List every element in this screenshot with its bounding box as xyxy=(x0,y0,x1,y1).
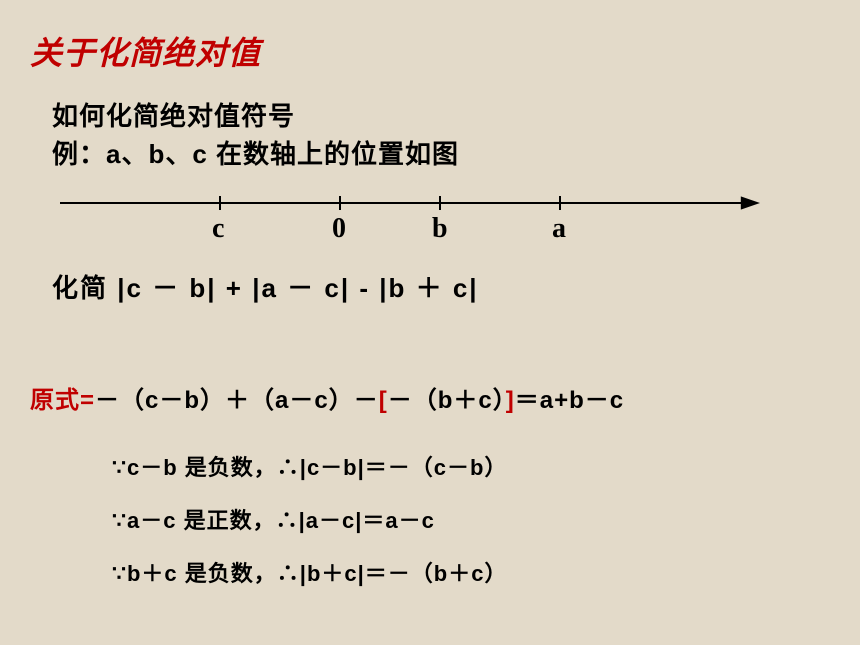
number-line: c 0 b a xyxy=(60,185,780,245)
expression: 化简 |c － b| + |a － c| - |b ＋ c| xyxy=(52,268,479,305)
subtitle-block: 如何化简绝对值符号 例：a、b、c 在数轴上的位置如图 xyxy=(52,98,459,173)
solution-equals: ＝ xyxy=(515,387,540,414)
solution-body-2: －（b＋c） xyxy=(388,387,506,414)
axis-label-0: 0 xyxy=(332,213,346,245)
solution-result: a+b－c xyxy=(540,387,624,414)
axis-label-b: b xyxy=(432,213,448,245)
number-line-svg xyxy=(60,185,780,245)
solution-body-1: －（c－b）＋（a－c）－ xyxy=(95,387,379,414)
solution-prefix: 原式= xyxy=(30,387,95,414)
subtitle-line-1: 如何化简绝对值符号 xyxy=(52,98,459,136)
reasoning-steps: ∵c－b 是负数，∴|c－b|＝－（c－b） ∵a－c 是正数，∴|a－c|＝a… xyxy=(112,442,507,600)
solution-bracket-open: [ xyxy=(379,387,388,414)
step-2: ∵a－c 是正数，∴|a－c|＝a－c xyxy=(112,495,507,548)
solution-line: 原式=－（c－b）＋（a－c）－[－（b＋c）]＝a+b－c xyxy=(30,380,624,415)
page-title: 关于化简绝对值 xyxy=(30,28,261,74)
step-3: ∵b＋c 是负数，∴|b＋c|＝－（b＋c） xyxy=(112,548,507,601)
axis-label-a: a xyxy=(552,213,566,245)
solution-bracket-close: ] xyxy=(506,387,515,414)
subtitle-line-2: 例：a、b、c 在数轴上的位置如图 xyxy=(52,136,459,174)
axis-label-c: c xyxy=(212,213,224,245)
step-1: ∵c－b 是负数，∴|c－b|＝－（c－b） xyxy=(112,442,507,495)
